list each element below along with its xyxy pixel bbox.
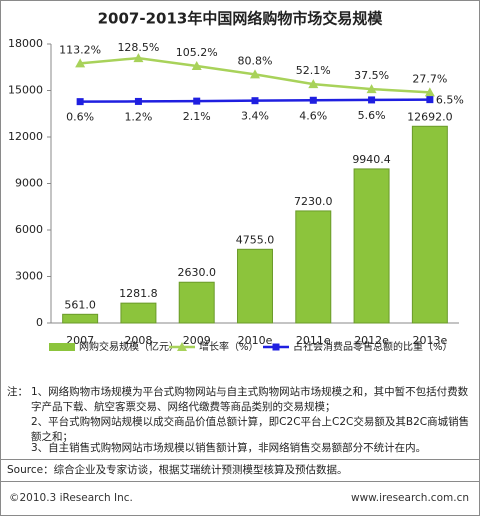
data-label: 9940.4 (352, 153, 391, 166)
marker (191, 61, 202, 71)
legend-swatch (49, 343, 75, 351)
note: 2、平台式购物网站规模以成交商品价值总额计算，即C2C平台上C2C交易额及其B2… (31, 416, 470, 443)
data-label: 128.5% (117, 41, 159, 54)
y-tick-label: 9000 (15, 177, 43, 190)
marker (309, 96, 317, 104)
marker (193, 97, 201, 105)
y-tick-label: 0 (36, 316, 43, 329)
y-tick-label: 15000 (8, 84, 43, 97)
data-label: 80.8% (238, 54, 273, 67)
bar (62, 313, 99, 324)
bar (411, 125, 448, 324)
chart-title: 2007-2013年中国网络购物市场交易规模 (98, 10, 384, 28)
data-label: 27.7% (412, 72, 447, 85)
note: 1、网络购物市场规模为平台式购物网站与自主式购物网站市场规模之和，其中暂不包括付… (31, 386, 469, 413)
marker (76, 98, 84, 106)
bar (353, 168, 390, 324)
chart: 2007-2013年中国网络购物市场交易规模 0 3000 6000 9000 1200… (8, 10, 464, 354)
bar (120, 302, 157, 324)
data-label: 0.6% (66, 111, 94, 124)
data-label: 3.4% (241, 110, 269, 123)
bar (237, 248, 273, 324)
copyright: ©2010.3 iResearch Inc. (9, 492, 133, 504)
marker (368, 96, 376, 104)
source: Source：综合企业及专家访谈，根据艾瑞统计预测模型核算及预估数据。 (7, 464, 348, 476)
data-label: 2.1% (183, 110, 211, 123)
divider (1, 481, 479, 482)
x-tick-label: 2010e (238, 334, 273, 347)
data-label: 7230.0 (294, 195, 333, 208)
notes-label: 注： (7, 386, 28, 398)
marker (426, 96, 434, 104)
x-tick-label: 2012e (354, 334, 389, 347)
data-label: 37.5% (354, 69, 389, 82)
data-label: 113.2% (59, 43, 101, 56)
x-tick-label: 2008 (124, 334, 152, 347)
data-label: 1.2% (124, 110, 152, 123)
legend-label: 占社会消费品零售总额的比重（%） (293, 340, 453, 353)
data-label: 2630.0 (177, 266, 216, 279)
bar (295, 210, 332, 324)
marker (308, 79, 319, 89)
x-tick-label: 2013e (412, 334, 447, 347)
legend-label: 网购交易规模（亿元） (79, 340, 179, 353)
bar (178, 281, 215, 324)
y-tick-label: 3000 (15, 270, 43, 283)
data-label: 5.6% (358, 109, 386, 122)
marker (366, 84, 377, 94)
x-tick-label: 2009 (183, 334, 211, 347)
website: www.iresearch.com.cn (350, 492, 469, 504)
data-label: 4755.0 (236, 233, 275, 246)
data-label: 52.1% (296, 64, 331, 77)
data-label: 561.0 (64, 298, 96, 311)
marker (424, 87, 435, 97)
y-tick-label: 12000 (8, 130, 43, 143)
note: 3、自主销售式购物网站市场规模以销售额计算，非网络销售交易额部分不统计在内。 (31, 442, 427, 454)
legend-marker (177, 342, 187, 351)
x-tick-label: 2011e (296, 334, 331, 347)
marker (133, 53, 144, 63)
divider (1, 459, 479, 460)
data-label: 105.2% (176, 46, 218, 59)
legend-marker (272, 343, 280, 351)
marker (250, 69, 260, 79)
data-label: 1281.8 (119, 287, 158, 300)
marker (251, 97, 259, 105)
data-label: 6.5% (436, 94, 464, 107)
y-tick-label: 18000 (8, 37, 43, 50)
y-tick-label: 6000 (15, 223, 43, 236)
legend-label: 增长率（%） (199, 340, 259, 353)
data-label: 4.6% (299, 109, 327, 122)
data-label: 12692.0 (407, 110, 453, 123)
marker (134, 97, 142, 105)
marker (75, 58, 86, 68)
